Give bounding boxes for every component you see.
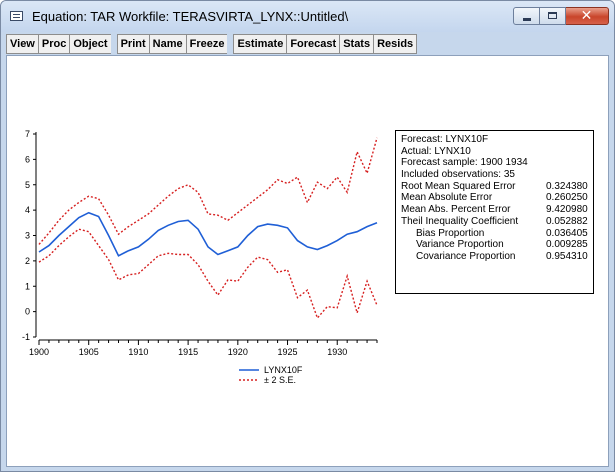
lower-se-band-line: [38, 228, 378, 320]
toolbar-separator: [227, 34, 234, 54]
stat-value: 9.420980: [546, 204, 588, 216]
y-tick-label: 3: [25, 231, 30, 241]
x-tick-label: 1930: [327, 347, 347, 357]
stat-label: Theil Inequality Coefficient: [401, 215, 519, 227]
print-button[interactable]: Print: [116, 34, 150, 54]
window-title: Equation: TAR Workfile: TERASVIRTA_LYNX:…: [32, 9, 349, 24]
y-tick-label: 7: [25, 129, 30, 139]
stat-header-line: Forecast sample: 1900 1934: [401, 157, 528, 169]
stat-header-line: Forecast: LYNX10F: [401, 134, 489, 145]
y-tick-label: 1: [25, 281, 30, 291]
x-tick-label: 1900: [29, 347, 49, 357]
forecast-chart: -1 0 1 2 3 4 5 6 7 1900 1905 1910 1915 1920 1925 1930 LY…: [22, 129, 378, 385]
stat-label: Variance Proportion: [416, 239, 504, 251]
x-tick-label: 1905: [79, 347, 99, 357]
toolbar: View Proc Object Print Name Freeze Estimate For…: [6, 34, 418, 54]
forecast-view: -1 0 1 2 3 4 5 6 7 1900 1905 1910 1915 1920 1925 1930 LY…: [6, 55, 609, 467]
window-controls: ✕: [513, 7, 609, 26]
stat-label: Bias Proportion: [416, 227, 485, 239]
toolbar-separator: [110, 34, 117, 54]
freeze-button[interactable]: Freeze: [185, 34, 229, 54]
stat-value: 0.954310: [546, 250, 588, 262]
object-button[interactable]: Object: [69, 34, 112, 54]
estimate-button[interactable]: Estimate: [233, 34, 288, 54]
stat-row: Mean Absolute Error 0.260250: [401, 192, 593, 204]
stat-row: Theil Inequality Coefficient 0.052882: [401, 216, 593, 228]
x-tick-label: 1920: [228, 347, 248, 357]
view-button[interactable]: View: [6, 34, 39, 54]
stat-header-line: Actual: LYNX10: [401, 145, 471, 157]
y-tick-label: 5: [25, 180, 30, 190]
name-button[interactable]: Name: [148, 34, 187, 54]
stat-header-line: Included observations: 35: [401, 169, 515, 181]
resids-button[interactable]: Resids: [373, 34, 418, 54]
forecast-line: [38, 211, 378, 257]
y-tick-label: 6: [25, 154, 30, 164]
stat-value: 0.324380: [546, 180, 588, 192]
y-tick-label: -1: [22, 332, 30, 342]
minimize-icon: [523, 18, 531, 21]
stat-row: Variance Proportion 0.009285: [401, 239, 593, 251]
maximize-icon: [548, 12, 557, 19]
forecast-button[interactable]: Forecast: [286, 34, 341, 54]
stat-row: Bias Proportion 0.036405: [401, 228, 593, 240]
stat-label: Mean Absolute Error: [401, 192, 493, 204]
y-tick-label: 2: [25, 256, 30, 266]
close-icon: ✕: [580, 7, 593, 23]
maximize-button[interactable]: [540, 7, 566, 25]
stat-row: Covariance Proportion 0.954310: [401, 251, 593, 263]
y-tick-label: 4: [25, 205, 30, 215]
minimize-button[interactable]: [513, 7, 540, 25]
stat-label: Mean Abs. Percent Error: [401, 204, 511, 216]
close-button[interactable]: ✕: [566, 7, 609, 25]
stats-button[interactable]: Stats: [339, 34, 375, 54]
equation-window-icon[interactable]: [10, 11, 23, 21]
x-tick-label: 1910: [128, 347, 148, 357]
stat-label: Covariance Proportion: [416, 250, 516, 262]
stat-label: Root Mean Squared Error: [401, 180, 516, 192]
stat-value: 0.009285: [546, 239, 588, 251]
stat-row: Root Mean Squared Error 0.324380: [401, 181, 593, 193]
forecast-evaluation-box: Forecast: LYNX10F Actual: LYNX10 Forecast …: [395, 130, 594, 294]
stat-row: Mean Abs. Percent Error 9.420980: [401, 204, 593, 216]
legend-se-label: ± 2 S.E.: [264, 375, 296, 385]
stat-value: 0.052882: [546, 215, 588, 227]
proc-button[interactable]: Proc: [37, 34, 71, 54]
stat-value: 0.260250: [546, 192, 588, 204]
y-tick-label: 0: [25, 307, 30, 317]
title-bar[interactable]: Equation: TAR Workfile: TERASVIRTA_LYNX:…: [1, 1, 614, 32]
upper-se-band-line: [38, 137, 378, 245]
x-tick-label: 1915: [178, 347, 198, 357]
x-tick-label: 1925: [278, 347, 298, 357]
stat-value: 0.036405: [546, 227, 588, 239]
legend-forecast-label: LYNX10F: [264, 365, 303, 375]
